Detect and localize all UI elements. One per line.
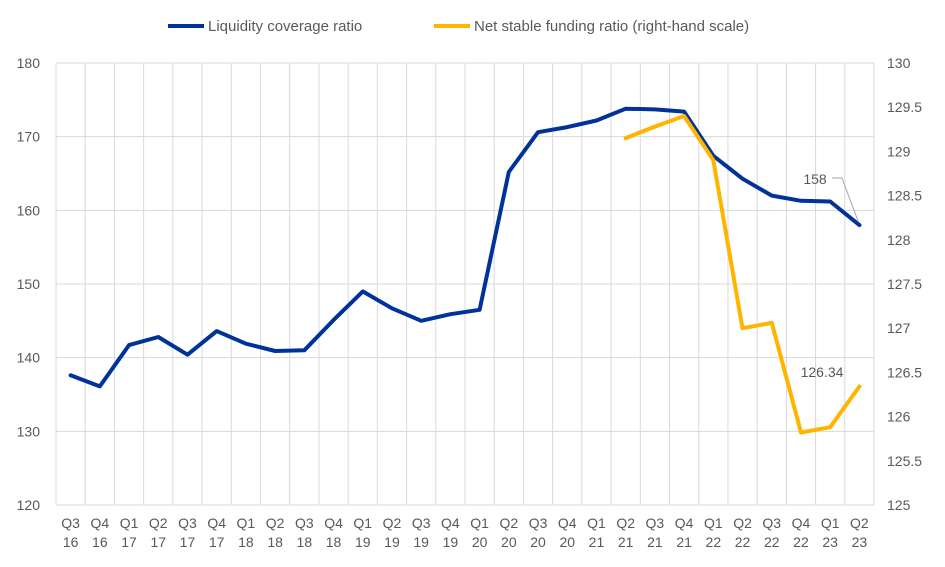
x-tick-quarter: Q4 bbox=[207, 515, 226, 531]
x-tick-year: 22 bbox=[706, 534, 722, 550]
left-tick-label: 180 bbox=[17, 55, 41, 71]
x-tick-year: 22 bbox=[735, 534, 751, 550]
x-tick-year: 19 bbox=[443, 534, 459, 550]
x-tick-year: 16 bbox=[63, 534, 79, 550]
x-tick-year: 21 bbox=[676, 534, 692, 550]
x-tick-year: 23 bbox=[822, 534, 838, 550]
gridlines bbox=[55, 62, 875, 506]
nsfr-end-label: 126.34 bbox=[801, 364, 844, 380]
x-tick-quarter: Q1 bbox=[120, 515, 139, 531]
x-tick-year: 16 bbox=[92, 534, 108, 550]
right-tick-label: 130 bbox=[887, 55, 911, 71]
x-tick-quarter: Q1 bbox=[237, 515, 256, 531]
x-tick-quarter: Q4 bbox=[675, 515, 694, 531]
left-tick-label: 170 bbox=[17, 129, 41, 145]
x-tick-quarter: Q4 bbox=[90, 515, 109, 531]
left-axis: 120 130 140 150 160 170 180 bbox=[17, 55, 41, 513]
right-tick-label: 128.5 bbox=[887, 188, 922, 204]
legend-label-nsfr: Net stable funding ratio (right-hand sca… bbox=[474, 18, 749, 35]
x-tick-year: 20 bbox=[559, 534, 575, 550]
right-tick-label: 125 bbox=[887, 497, 911, 513]
x-tick-quarter: Q2 bbox=[383, 515, 402, 531]
x-tick-quarter: Q3 bbox=[61, 515, 80, 531]
left-tick-label: 130 bbox=[17, 423, 41, 439]
x-tick-quarter: Q4 bbox=[441, 515, 460, 531]
nsfr-line bbox=[623, 114, 862, 435]
x-tick-year: 18 bbox=[297, 534, 313, 550]
x-tick-year: 17 bbox=[180, 534, 196, 550]
legend: Liquidity coverage ratio Net stable fundi… bbox=[168, 18, 749, 35]
x-tick-year: 20 bbox=[472, 534, 488, 550]
x-tick-quarter: Q3 bbox=[178, 515, 197, 531]
x-axis: Q3 16 Q4 16 Q1 17 Q2 17 Q3 17 Q4 17 Q1 18 Q2 18 Q3 18 Q4 18… bbox=[61, 515, 869, 550]
x-tick-year: 22 bbox=[793, 534, 809, 550]
x-tick-quarter: Q2 bbox=[850, 515, 869, 531]
x-tick-year: 18 bbox=[326, 534, 342, 550]
right-tick-label: 129.5 bbox=[887, 99, 922, 115]
legend-label-lcr: Liquidity coverage ratio bbox=[208, 18, 362, 35]
x-tick-year: 20 bbox=[530, 534, 546, 550]
x-tick-quarter: Q2 bbox=[616, 515, 635, 531]
x-tick-quarter: Q4 bbox=[324, 515, 343, 531]
x-tick-year: 17 bbox=[209, 534, 225, 550]
x-tick-quarter: Q2 bbox=[266, 515, 285, 531]
x-tick-quarter: Q4 bbox=[792, 515, 811, 531]
x-tick-year: 19 bbox=[355, 534, 371, 550]
x-tick-quarter: Q2 bbox=[149, 515, 168, 531]
right-axis: 125 125.5 126 126.5 127 127.5 128 128.5 129 129.5… bbox=[887, 55, 922, 513]
x-tick-year: 19 bbox=[413, 534, 429, 550]
left-tick-label: 140 bbox=[17, 350, 41, 366]
x-tick-year: 18 bbox=[267, 534, 283, 550]
right-tick-label: 127 bbox=[887, 320, 911, 336]
x-tick-quarter: Q1 bbox=[821, 515, 840, 531]
x-tick-quarter: Q3 bbox=[646, 515, 665, 531]
lcr-leader-line bbox=[832, 177, 859, 223]
lcr-line bbox=[68, 106, 862, 389]
right-tick-label: 128 bbox=[887, 232, 911, 248]
x-tick-quarter: Q2 bbox=[499, 515, 518, 531]
x-tick-quarter: Q1 bbox=[353, 515, 372, 531]
x-tick-quarter: Q3 bbox=[412, 515, 431, 531]
right-tick-label: 125.5 bbox=[887, 453, 922, 469]
x-tick-quarter: Q2 bbox=[733, 515, 752, 531]
x-tick-year: 23 bbox=[852, 534, 868, 550]
right-tick-label: 127.5 bbox=[887, 276, 922, 292]
x-tick-year: 20 bbox=[501, 534, 517, 550]
x-tick-quarter: Q3 bbox=[762, 515, 781, 531]
annotations: 158 126.34 bbox=[801, 171, 859, 380]
x-tick-quarter: Q1 bbox=[470, 515, 489, 531]
x-tick-year: 18 bbox=[238, 534, 254, 550]
left-tick-label: 150 bbox=[17, 276, 41, 292]
x-tick-year: 19 bbox=[384, 534, 400, 550]
x-tick-year: 21 bbox=[589, 534, 605, 550]
x-tick-quarter: Q1 bbox=[587, 515, 606, 531]
x-tick-quarter: Q4 bbox=[558, 515, 577, 531]
left-tick-label: 160 bbox=[17, 202, 41, 218]
x-tick-quarter: Q1 bbox=[704, 515, 723, 531]
x-tick-year: 17 bbox=[121, 534, 137, 550]
x-tick-year: 21 bbox=[618, 534, 634, 550]
right-tick-label: 126 bbox=[887, 409, 911, 425]
x-tick-year: 17 bbox=[150, 534, 166, 550]
left-tick-label: 120 bbox=[17, 497, 41, 513]
right-tick-label: 126.5 bbox=[887, 364, 922, 380]
x-tick-quarter: Q3 bbox=[529, 515, 548, 531]
x-tick-year: 22 bbox=[764, 534, 780, 550]
lcr-end-label: 158 bbox=[803, 171, 827, 187]
series-lines bbox=[68, 106, 862, 435]
x-tick-quarter: Q3 bbox=[295, 515, 314, 531]
right-tick-label: 129 bbox=[887, 143, 911, 159]
x-tick-year: 21 bbox=[647, 534, 663, 550]
